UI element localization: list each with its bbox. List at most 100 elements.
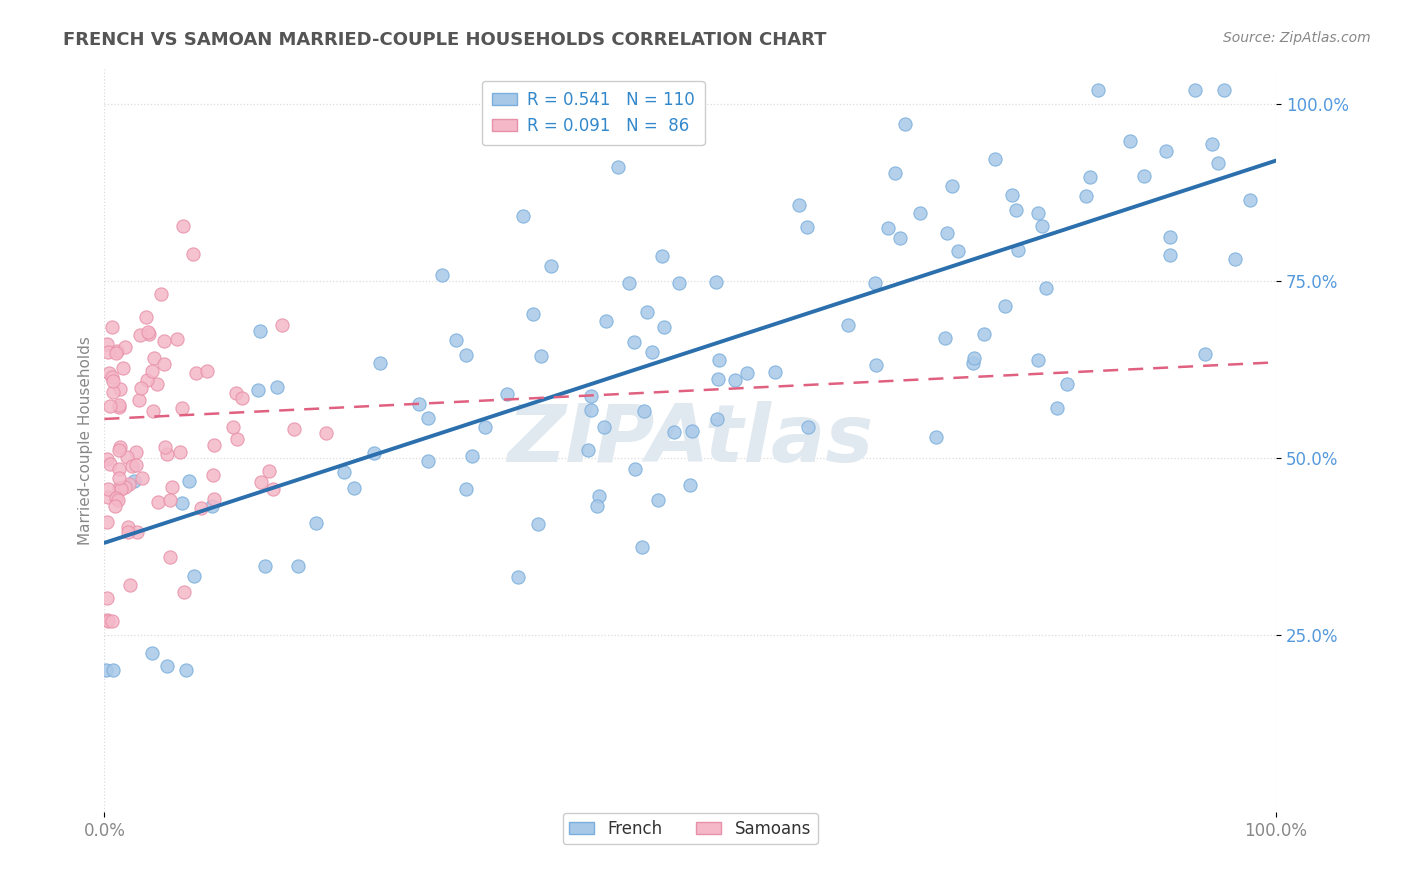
Y-axis label: Married-couple Households: Married-couple Households xyxy=(79,335,93,545)
Point xyxy=(1026,206,1049,220)
Point xyxy=(706,411,728,425)
Point xyxy=(131,470,153,484)
Point xyxy=(107,398,129,412)
Point xyxy=(142,404,165,418)
Point xyxy=(159,550,181,565)
Text: FRENCH VS SAMOAN MARRIED-COUPLE HOUSEHOLDS CORRELATION CHART: FRENCH VS SAMOAN MARRIED-COUPLE HOUSEHOL… xyxy=(63,31,827,49)
Point xyxy=(177,474,200,488)
Point xyxy=(129,328,152,343)
Point xyxy=(1087,83,1109,97)
Point xyxy=(1046,401,1069,415)
Point xyxy=(118,578,141,592)
Point xyxy=(101,320,124,334)
Point xyxy=(96,613,118,627)
Point xyxy=(170,496,193,510)
Point xyxy=(122,475,145,489)
Point xyxy=(681,424,703,438)
Point xyxy=(1212,83,1234,97)
Point xyxy=(461,449,484,463)
Point xyxy=(142,351,165,365)
Point xyxy=(877,221,900,235)
Point xyxy=(146,377,169,392)
Point xyxy=(117,520,139,534)
Point xyxy=(763,365,786,379)
Point xyxy=(112,360,135,375)
Point xyxy=(623,335,645,350)
Point xyxy=(94,663,117,677)
Point xyxy=(97,366,120,380)
Point xyxy=(169,445,191,459)
Point xyxy=(1239,194,1261,208)
Point xyxy=(96,515,118,529)
Point xyxy=(496,387,519,401)
Point xyxy=(446,333,468,347)
Point xyxy=(735,366,758,380)
Point xyxy=(97,614,120,628)
Point xyxy=(1005,202,1028,217)
Point xyxy=(104,491,127,506)
Point xyxy=(108,382,131,396)
Point xyxy=(796,220,818,235)
Point xyxy=(141,646,163,660)
Point xyxy=(333,465,356,479)
Point xyxy=(96,336,118,351)
Point xyxy=(456,482,478,496)
Point xyxy=(1056,376,1078,391)
Point xyxy=(115,450,138,465)
Point xyxy=(865,359,887,373)
Legend: French, Samoans: French, Samoans xyxy=(562,814,818,845)
Point xyxy=(173,585,195,599)
Point xyxy=(266,380,288,394)
Point xyxy=(706,275,728,289)
Point xyxy=(153,334,176,348)
Point xyxy=(631,540,654,554)
Point xyxy=(588,489,610,503)
Point xyxy=(190,500,212,515)
Point xyxy=(1156,144,1178,158)
Point xyxy=(946,244,969,258)
Point xyxy=(540,259,562,273)
Point xyxy=(108,400,131,414)
Point xyxy=(579,389,602,403)
Point xyxy=(430,268,453,282)
Point xyxy=(984,152,1007,166)
Point xyxy=(105,345,128,359)
Point xyxy=(108,443,131,458)
Point xyxy=(125,525,148,540)
Point xyxy=(160,480,183,494)
Point xyxy=(121,459,143,474)
Point xyxy=(107,470,129,484)
Point xyxy=(114,341,136,355)
Point xyxy=(1026,353,1049,368)
Point xyxy=(652,320,675,334)
Point xyxy=(797,419,820,434)
Text: ZIPAtlas: ZIPAtlas xyxy=(508,401,873,479)
Point xyxy=(148,495,170,509)
Point xyxy=(135,310,157,324)
Point xyxy=(201,500,224,514)
Point xyxy=(936,227,959,241)
Point xyxy=(512,210,534,224)
Point xyxy=(530,349,553,363)
Point xyxy=(153,357,176,371)
Point xyxy=(136,325,159,339)
Point xyxy=(155,441,177,455)
Point xyxy=(651,249,673,263)
Point xyxy=(125,458,148,472)
Point xyxy=(941,179,963,194)
Point xyxy=(257,464,280,478)
Point xyxy=(181,246,204,260)
Point xyxy=(962,356,984,370)
Point xyxy=(368,356,391,370)
Point xyxy=(108,461,131,475)
Point xyxy=(136,373,159,387)
Point xyxy=(110,482,132,496)
Point xyxy=(222,419,245,434)
Point xyxy=(363,446,385,460)
Point xyxy=(579,403,602,417)
Point xyxy=(1194,347,1216,361)
Point xyxy=(924,430,946,444)
Point xyxy=(576,443,599,458)
Point xyxy=(231,391,253,405)
Point xyxy=(408,397,430,411)
